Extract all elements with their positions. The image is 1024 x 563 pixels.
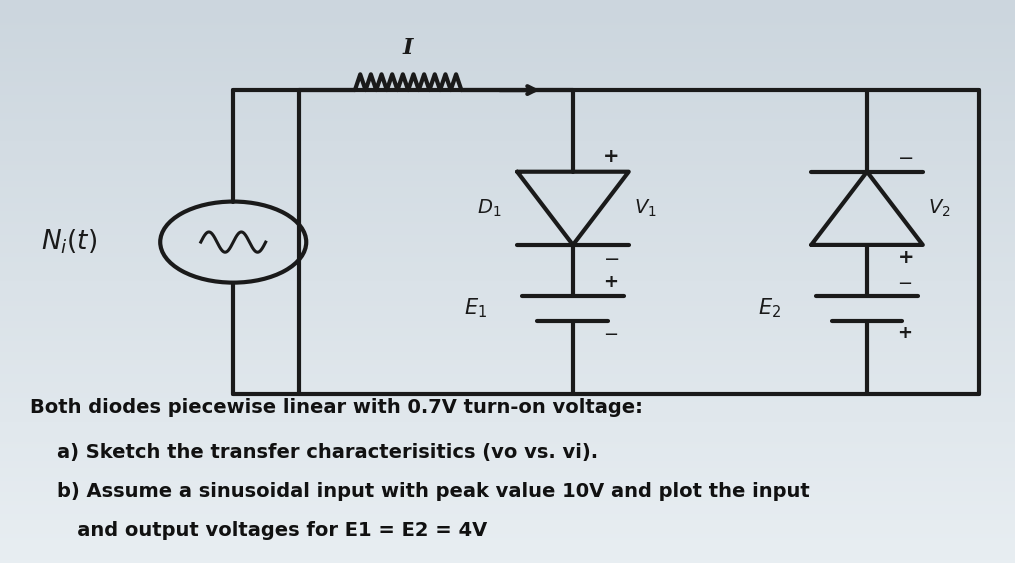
Text: $V_2$: $V_2$	[928, 198, 950, 219]
Text: Both diodes piecewise linear with 0.7V turn-on voltage:: Both diodes piecewise linear with 0.7V t…	[31, 397, 643, 417]
Text: +: +	[897, 324, 912, 342]
Text: $-$: $-$	[603, 248, 620, 267]
Text: $V_1$: $V_1$	[634, 198, 656, 219]
Text: $E_1$: $E_1$	[464, 297, 486, 320]
Text: b) Assume a sinusoidal input with peak value 10V and plot the input: b) Assume a sinusoidal input with peak v…	[31, 482, 810, 501]
Text: I: I	[403, 37, 414, 59]
Text: $N_i(t)$: $N_i(t)$	[41, 228, 97, 256]
Text: +: +	[603, 273, 618, 291]
Text: $-$: $-$	[897, 273, 912, 291]
Text: $-$: $-$	[603, 324, 618, 342]
Text: $E_2$: $E_2$	[758, 297, 781, 320]
Text: a) Sketch the transfer characterisitics (vo vs. vi).: a) Sketch the transfer characterisitics …	[31, 443, 599, 462]
Text: $D_1$: $D_1$	[476, 198, 501, 219]
Text: $-$: $-$	[897, 147, 913, 166]
Text: +: +	[897, 248, 914, 267]
Text: and output voltages for E1 = E2 = 4V: and output voltages for E1 = E2 = 4V	[31, 521, 487, 540]
Text: +: +	[603, 147, 620, 166]
